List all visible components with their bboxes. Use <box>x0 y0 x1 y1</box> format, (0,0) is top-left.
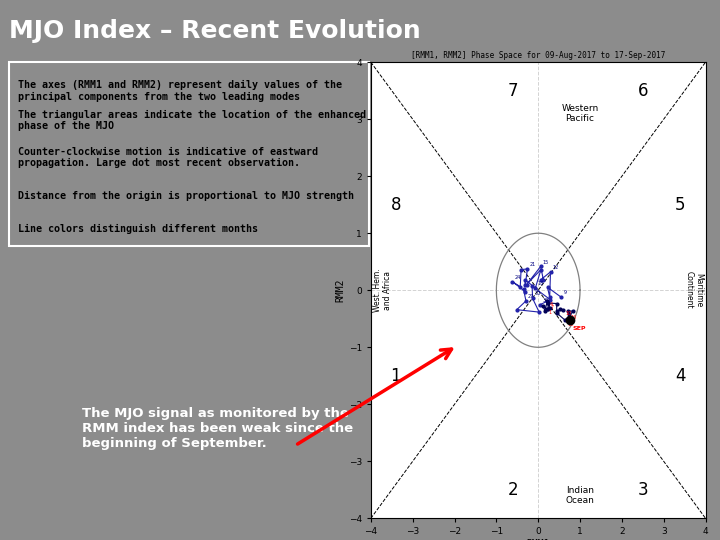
Text: 30: 30 <box>535 292 541 296</box>
Text: Maritime
Continent: Maritime Continent <box>684 272 703 309</box>
Text: 6: 6 <box>638 82 648 99</box>
Text: The triangular areas indicate the location of the enhanced
phase of the MJO: The triangular areas indicate the locati… <box>17 110 366 131</box>
X-axis label: RMM1: RMM1 <box>526 539 550 540</box>
Text: Line colors distinguish different months: Line colors distinguish different months <box>17 224 258 234</box>
Text: 21: 21 <box>529 262 536 267</box>
Text: 7: 7 <box>550 305 553 310</box>
Text: Indian
Ocean: Indian Ocean <box>566 486 595 505</box>
Text: 18: 18 <box>537 281 544 286</box>
Text: Counter-clockwise motion is indicative of eastward
propagation. Large dot most r: Counter-clockwise motion is indicative o… <box>17 146 318 168</box>
Text: 27: 27 <box>528 294 534 299</box>
Text: 15: 15 <box>543 260 549 265</box>
Text: The MJO signal as monitored by the
RMM index has been weak since the
beginning o: The MJO signal as monitored by the RMM i… <box>82 407 354 450</box>
Text: 3: 3 <box>637 481 648 499</box>
Text: 4: 4 <box>675 367 685 385</box>
Text: 12: 12 <box>553 265 559 270</box>
Title: [RMM1, RMM2] Phase Space for 09-Aug-2017 to 17-Sep-2017: [RMM1, RMM2] Phase Space for 09-Aug-2017… <box>411 51 665 60</box>
Y-axis label: RMM2: RMM2 <box>336 279 346 302</box>
Text: 10: 10 <box>565 312 572 316</box>
Text: 24: 24 <box>514 275 521 280</box>
Text: 33: 33 <box>542 298 549 303</box>
Text: West. Hem.
and Africa: West. Hem. and Africa <box>373 268 392 312</box>
Text: MJO Index – Recent Evolution: MJO Index – Recent Evolution <box>9 19 420 43</box>
Text: 1: 1 <box>390 367 401 385</box>
Text: 8: 8 <box>391 195 401 214</box>
Text: 2: 2 <box>508 481 518 499</box>
Text: 7: 7 <box>508 82 518 99</box>
Text: SEP: SEP <box>572 326 586 331</box>
FancyBboxPatch shape <box>9 62 369 246</box>
Text: Western
Pacific: Western Pacific <box>562 104 598 123</box>
Text: 4: 4 <box>549 302 553 307</box>
Text: 9: 9 <box>564 291 567 295</box>
Text: The axes (RMM1 and RMM2) represent daily values of the
principal components from: The axes (RMM1 and RMM2) represent daily… <box>17 80 341 102</box>
Text: 13: 13 <box>567 322 573 327</box>
Text: 5: 5 <box>675 195 685 214</box>
Text: Distance from the origin is proportional to MJO strength: Distance from the origin is proportional… <box>17 191 354 201</box>
Text: 16: 16 <box>571 315 577 320</box>
Text: 1: 1 <box>549 310 552 315</box>
